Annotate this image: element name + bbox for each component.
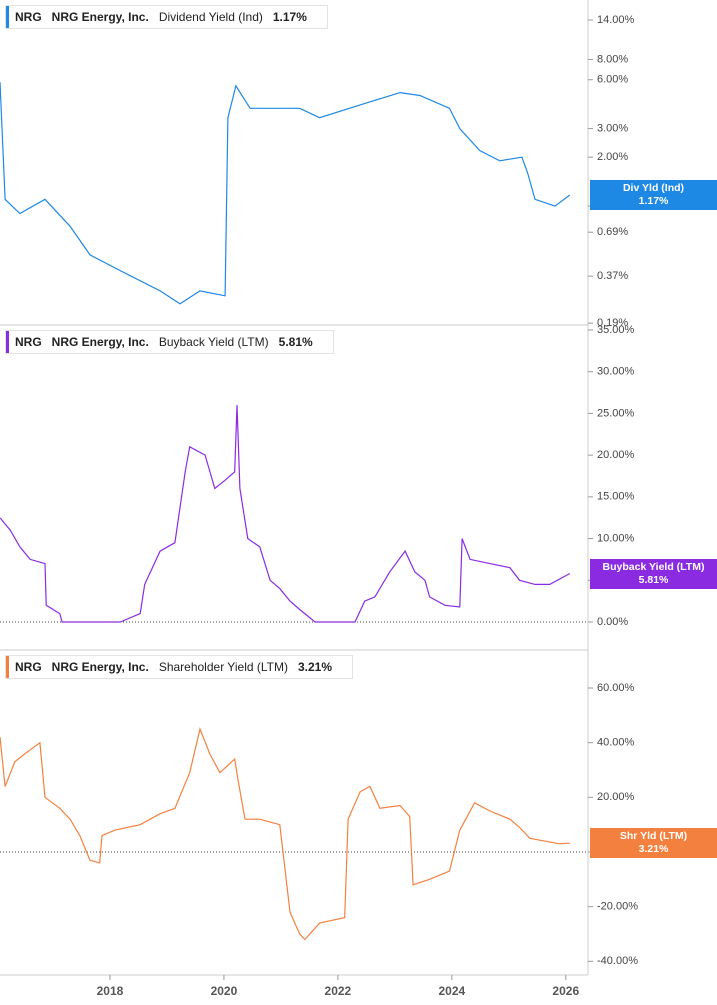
- x-tick-label: 2018: [97, 984, 124, 998]
- company: NRG Energy, Inc.: [51, 10, 149, 24]
- series-line: [0, 405, 571, 623]
- tag-value: 3.21%: [638, 843, 669, 856]
- y-tick-label: 2.00%: [597, 151, 628, 163]
- ticker: NRG: [15, 335, 42, 349]
- y-tick-label: 6.00%: [597, 74, 628, 86]
- last-value-tag: Shr Yld (LTM) 3.21%: [590, 828, 717, 859]
- y-tick-label: 3.00%: [597, 123, 628, 135]
- tag-name: Shr Yld (LTM): [619, 830, 688, 843]
- header-color: [6, 656, 9, 678]
- y-tick-label: -40.00%: [597, 955, 638, 967]
- y-tick-label: 20.00%: [597, 449, 635, 461]
- series-name: Dividend Yield (Ind): [158, 10, 263, 24]
- x-tick-label: 2022: [325, 984, 352, 998]
- series-last: 3.21%: [297, 660, 333, 674]
- series-header: NRG NRG Energy, Inc. Shareholder Yield (LT…: [5, 655, 354, 679]
- x-tick-label: 2024: [438, 984, 465, 998]
- y-tick-label: 0.00%: [597, 616, 628, 628]
- series-name: Shareholder Yield (LTM): [158, 660, 288, 674]
- tag-name: Div Yld (Ind): [622, 181, 685, 194]
- y-tick-label: -20.00%: [597, 901, 638, 913]
- y-tick-label: 0.69%: [597, 226, 628, 238]
- series-header: NRG NRG Energy, Inc. Buyback Yield (LTM) 5.…: [5, 330, 334, 354]
- company: NRG Energy, Inc.: [51, 660, 149, 674]
- series-line: [0, 726, 570, 941]
- tag-value: 1.17%: [638, 194, 669, 207]
- x-tick-label: 2020: [211, 984, 238, 998]
- y-tick-label: 10.00%: [597, 532, 635, 544]
- y-tick-label: 14.00%: [597, 14, 635, 26]
- series-line: [0, 82, 571, 305]
- y-tick-label: 35.00%: [597, 324, 635, 336]
- last-value-tag: Buyback Yield (LTM) 5.81%: [590, 558, 717, 589]
- series-name: Buyback Yield (LTM): [158, 335, 269, 349]
- tag-value: 5.81%: [638, 573, 669, 586]
- series-header: NRG NRG Energy, Inc. Dividend Yield (Ind) 1…: [5, 5, 328, 29]
- y-tick-label: 20.00%: [597, 791, 635, 803]
- header-color: [6, 331, 9, 353]
- tag-name: Buyback Yield (LTM): [602, 560, 705, 573]
- last-value-tag: Div Yld (Ind) 1.17%: [590, 179, 717, 210]
- header-color: [6, 6, 9, 28]
- y-tick-label: 40.00%: [597, 737, 635, 749]
- y-tick-label: 60.00%: [597, 682, 635, 694]
- ticker: NRG: [15, 10, 42, 24]
- y-tick-label: 0.37%: [597, 270, 628, 282]
- y-tick-label: 15.00%: [597, 491, 635, 503]
- y-tick-label: 25.00%: [597, 407, 635, 419]
- x-tick-label: 2026: [552, 984, 579, 998]
- ticker: NRG: [15, 660, 42, 674]
- y-tick-label: 30.00%: [597, 366, 635, 378]
- company: NRG Energy, Inc.: [51, 335, 149, 349]
- series-last: 5.81%: [278, 335, 313, 349]
- series-last: 1.17%: [272, 10, 307, 24]
- y-tick-label: 0.19%: [597, 317, 628, 329]
- y-tick-label: 8.00%: [597, 53, 628, 65]
